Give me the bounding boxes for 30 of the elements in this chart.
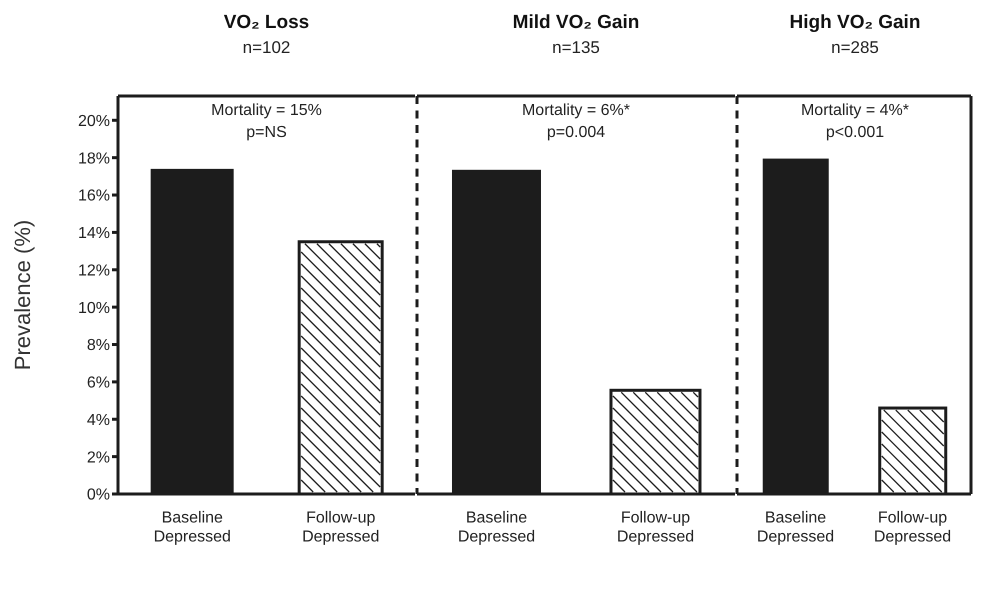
chart-subtitle: n=285	[830, 38, 880, 58]
y-tick-label: 12%	[78, 262, 110, 280]
y-tick-label: 20%	[78, 112, 110, 130]
x-tick-label: Follow-up Depressed	[302, 509, 380, 546]
chart-title: High VO₂ Gain	[788, 12, 922, 34]
x-tick-label: Baseline Depressed	[756, 509, 834, 546]
chart-subtitle: n=102	[242, 38, 292, 58]
annotation: Mortality = 15%	[210, 101, 323, 121]
x-tick-label: Follow-up Depressed	[616, 509, 694, 546]
x-tick-label: Follow-up Depressed	[874, 509, 952, 546]
x-tick-label: Baseline Depressed	[458, 509, 536, 546]
annotation: p=NS	[245, 123, 288, 143]
annotation: Mortality = 4%*	[800, 101, 910, 121]
y-tick-label: 16%	[78, 188, 110, 205]
annotation: Mortality = 6%*	[520, 101, 632, 121]
y-tick-label: 8%	[86, 337, 110, 354]
y-axis-title: Prevalence (%)	[10, 220, 35, 370]
x-tick-label: Baseline Depressed	[154, 509, 231, 546]
y-tick-label: 10%	[78, 300, 110, 317]
y-tick-label: 0%	[86, 486, 110, 504]
chart-title: VO₂ Loss	[222, 12, 310, 34]
y-tick-label: 18%	[78, 150, 110, 168]
chart-title: Mild VO₂ Gain	[512, 12, 640, 34]
y-tick-label: 6%	[86, 374, 110, 392]
annotation: p=0.004	[546, 123, 606, 143]
y-tick-label: 14%	[78, 225, 110, 242]
y-tick-label: 4%	[86, 412, 110, 429]
annotation: p<0.001	[824, 123, 886, 143]
chart-subtitle: n=135	[551, 38, 601, 58]
y-tick-label: 2%	[86, 449, 110, 466]
